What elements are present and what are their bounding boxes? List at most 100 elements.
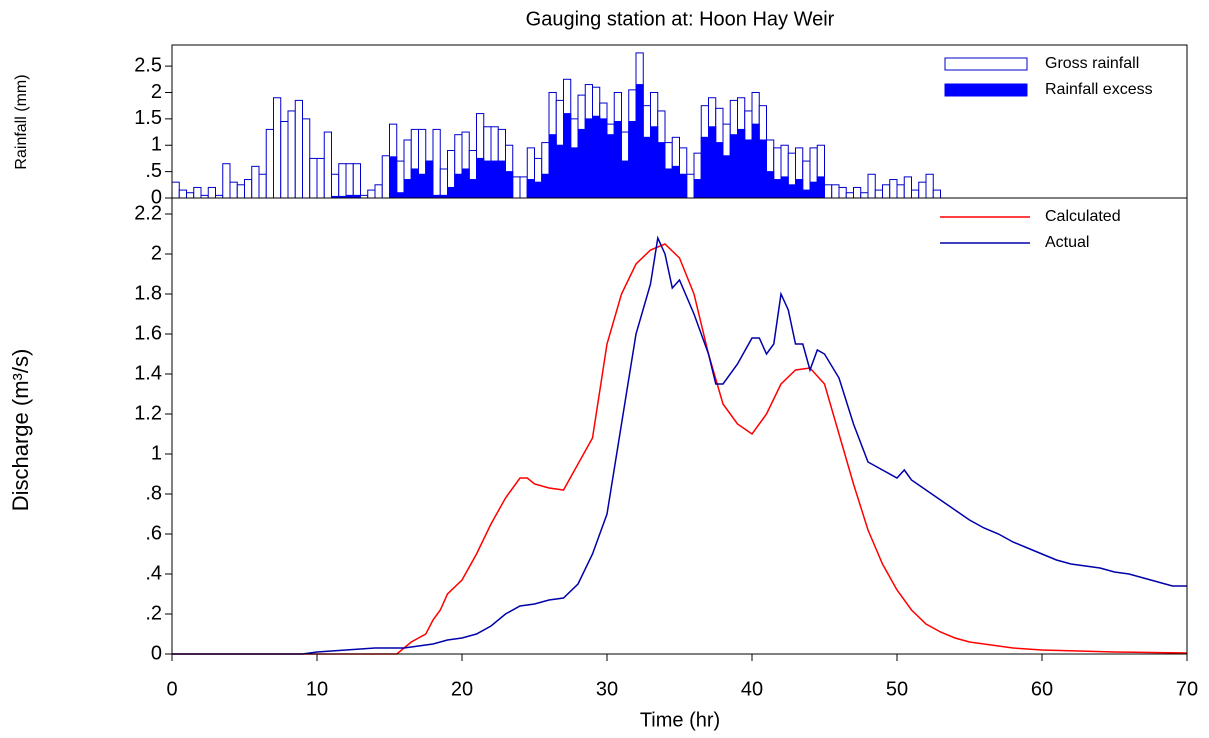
- y-axis-title: Rainfall (mm): [13, 74, 30, 169]
- bar: [751, 123, 760, 199]
- bar: [664, 168, 673, 199]
- bar: [468, 179, 477, 199]
- bar: [592, 115, 601, 199]
- bar: [461, 168, 470, 199]
- bar: [693, 179, 702, 199]
- bar: [418, 173, 427, 199]
- bar: [280, 121, 289, 199]
- bar: [258, 173, 267, 199]
- bar: [824, 184, 833, 199]
- y-tick-label: 0: [151, 186, 162, 208]
- y-tick-label: 2.5: [134, 54, 162, 76]
- bar: [773, 179, 782, 199]
- bar: [584, 118, 593, 199]
- bar: [700, 136, 709, 199]
- bar: [650, 126, 659, 199]
- plot-frame: [171, 197, 1188, 655]
- y-tick-label: 2: [151, 242, 162, 264]
- legend-swatch: [944, 57, 1028, 71]
- bar: [403, 179, 412, 199]
- bar: [903, 176, 912, 199]
- bar: [599, 118, 608, 199]
- bar: [425, 160, 434, 199]
- legend-label: Calculated: [1045, 208, 1121, 225]
- bar: [758, 139, 767, 199]
- bar: [302, 118, 311, 199]
- y-tick-label: 1: [151, 134, 162, 156]
- bar: [229, 181, 238, 199]
- bar: [265, 128, 274, 199]
- bar: [186, 192, 195, 199]
- bar: [708, 126, 717, 199]
- bar: [512, 176, 521, 199]
- bar: [795, 179, 804, 199]
- legend-label: Rainfall excess: [1045, 81, 1153, 98]
- legend-label: Actual: [1045, 234, 1089, 251]
- bar: [729, 134, 738, 199]
- bar: [845, 192, 854, 199]
- x-tick-label: 40: [741, 678, 763, 700]
- bar: [519, 176, 528, 199]
- bar: [309, 157, 318, 199]
- y-tick-label: 1: [151, 442, 162, 464]
- bar: [534, 181, 543, 199]
- bar: [352, 163, 361, 199]
- x-tick-label: 20: [451, 678, 473, 700]
- bar: [323, 131, 332, 199]
- bar: [244, 179, 253, 199]
- bar: [802, 189, 811, 199]
- y-tick-label: .4: [145, 562, 162, 584]
- y-tick-label: 1.6: [134, 322, 162, 344]
- y-tick-label: .8: [145, 482, 162, 504]
- bar: [236, 184, 245, 199]
- y-tick-label: 1.8: [134, 282, 162, 304]
- chart-title: Gauging station at: Hoon Hay Weir: [526, 8, 835, 30]
- line: [172, 243, 1188, 655]
- bar: [555, 144, 564, 199]
- bar: [606, 134, 615, 199]
- y-tick-label: .6: [145, 522, 162, 544]
- bar: [925, 173, 934, 199]
- bar: [621, 160, 630, 199]
- bar: [932, 189, 941, 199]
- legend-label: Gross rainfall: [1045, 55, 1139, 72]
- bar: [447, 186, 456, 199]
- bar: [294, 99, 303, 199]
- bar: [497, 160, 506, 199]
- x-tick-label: 50: [886, 678, 908, 700]
- bar: [410, 168, 419, 199]
- bar: [287, 110, 296, 199]
- bar: [338, 163, 347, 199]
- bar: [454, 173, 463, 199]
- bar: [766, 171, 775, 199]
- bar: [171, 181, 180, 199]
- bar: [222, 163, 231, 199]
- y-axis-title: Discharge (m³/s): [8, 349, 33, 512]
- bar: [345, 163, 354, 199]
- bar: [853, 186, 862, 199]
- bar: [715, 142, 724, 199]
- x-axis-title: Time (hr): [640, 709, 720, 731]
- bar: [737, 128, 746, 199]
- bar: [476, 157, 485, 199]
- bar: [867, 173, 876, 199]
- bar: [541, 173, 550, 199]
- bar: [911, 189, 920, 199]
- bar: [193, 186, 202, 199]
- x-tick-label: 30: [596, 678, 618, 700]
- bar: [207, 186, 216, 199]
- bar: [838, 186, 847, 199]
- bar: [787, 184, 796, 199]
- y-tick-label: 2.2: [134, 202, 162, 224]
- bar: [816, 176, 825, 199]
- x-tick-label: 0: [166, 678, 177, 700]
- y-tick-label: .2: [145, 602, 162, 624]
- bar: [374, 184, 383, 199]
- bar: [896, 184, 905, 199]
- bar: [831, 184, 840, 199]
- bar: [780, 176, 789, 199]
- y-tick-label: 1.4: [134, 362, 162, 384]
- bar: [548, 134, 557, 199]
- bar: [526, 179, 535, 199]
